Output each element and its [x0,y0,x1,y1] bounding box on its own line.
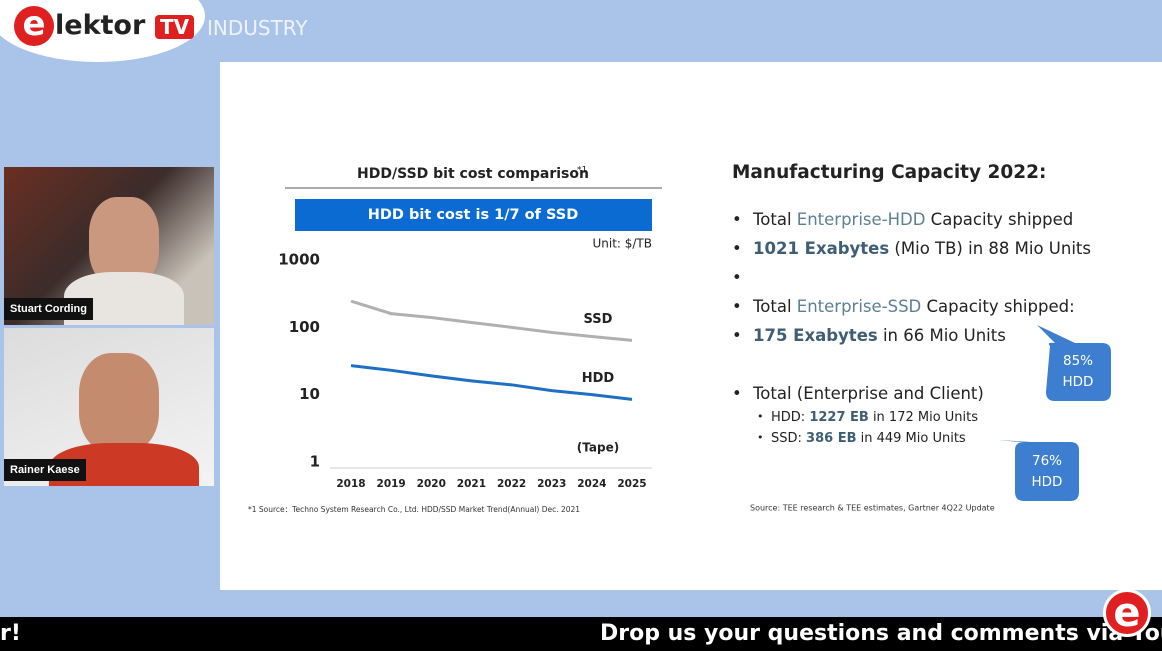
bullet: 175 Exabytes in 66 Mio Units [732,326,1006,345]
x-tick-label: 2024 [577,478,606,490]
x-tick-label: 2022 [497,478,526,490]
callout-bubble [998,440,1079,501]
text: 1021 Exabytes [753,239,890,258]
y-tick-label: 10 [299,385,320,403]
footnote: *1 Source：Techno System Research Co., Lt… [248,505,580,514]
speaker-name: Rainer Kaese [4,459,86,481]
text: in 66 Mio Units [877,326,1006,345]
series-label: SSD [584,312,613,327]
callout-text: HDD [1063,374,1094,390]
x-tick-label: 2025 [617,478,646,490]
ticker-text: Drop us your questions and comments via … [600,621,1162,646]
callout-text: HDD [1032,474,1063,490]
brand-tv: TV [155,15,195,39]
bullet: Total Enterprise-SSD Capacity shipped: [732,297,1075,316]
text: Enterprise-HDD [796,210,926,229]
x-tick-label: 2018 [336,478,365,490]
callout-text: 85% [1063,353,1093,369]
text: SSD: [771,431,807,446]
text: in 449 Mio Units [856,431,966,446]
annotation: (Tape) [577,441,619,455]
chart-title: HDD/SSD bit cost comparison [357,166,589,182]
speaker-name: Stuart Cording [4,298,93,320]
banner: HDD bit cost is 1/7 of SSD [368,207,579,223]
text: Capacity shipped: [921,297,1075,316]
logo-e: e [14,6,54,46]
callout-bubble [1037,325,1111,401]
title-note: *1 [577,166,587,176]
y-tick-label: 1000 [278,251,320,269]
text: HDD: [771,410,810,425]
text: Capacity shipped [925,210,1074,229]
series-label: HDD [582,371,615,386]
y-tick-label: 100 [289,318,320,336]
text: 1227 EB [809,410,869,425]
slide: HDD/SSD bit cost comparison *1 HDD bit c… [220,62,1162,590]
ticker-text: r! [0,621,21,646]
sub-bullet: HDD: 1227 EB in 172 Mio Units [757,410,978,425]
text: Total [753,297,797,316]
speaker-face [79,353,159,453]
channel: INDUSTRY [207,16,308,40]
text: 175 Exabytes [753,326,878,345]
heading: Manufacturing Capacity 2022: [732,162,1047,183]
bullet: 1021 Exabytes (Mio TB) in 88 Mio Units [732,239,1091,258]
brand: lektor [55,10,146,41]
series-line [350,299,633,342]
x-tick-label: 2020 [417,478,446,490]
source: Source: TEE research & TEE estimates, Ga… [750,504,995,513]
text: 386 EB [806,431,857,446]
callout-text: 76% [1032,453,1062,469]
bullet: Total Enterprise-HDD Capacity shipped [732,210,1073,229]
corner-logo: e [1103,589,1151,637]
x-tick-label: 2023 [537,478,566,490]
series-line [350,364,633,401]
text: (Mio TB) in 88 Mio Units [889,239,1091,258]
ticker: r! Drop us your questions and comments v… [0,617,1162,651]
text: Enterprise-SSD [796,297,922,316]
x-tick-label: 2021 [457,478,486,490]
x-tick-label: 2019 [377,478,406,490]
bullet [732,268,753,287]
sub-bullet: SSD: 386 EB in 449 Mio Units [757,431,966,446]
unit: Unit: $/TB [592,237,652,251]
text: Total [753,210,797,229]
text: in 172 Mio Units [868,410,979,425]
banner-box [295,199,652,231]
chart: HDD/SSD bit cost comparison *1 HDD bit c… [248,166,1111,514]
bullet: Total (Enterprise and Client) [732,384,984,403]
text: Total (Enterprise and Client) [753,384,984,403]
y-tick-label: 1 [310,453,320,471]
